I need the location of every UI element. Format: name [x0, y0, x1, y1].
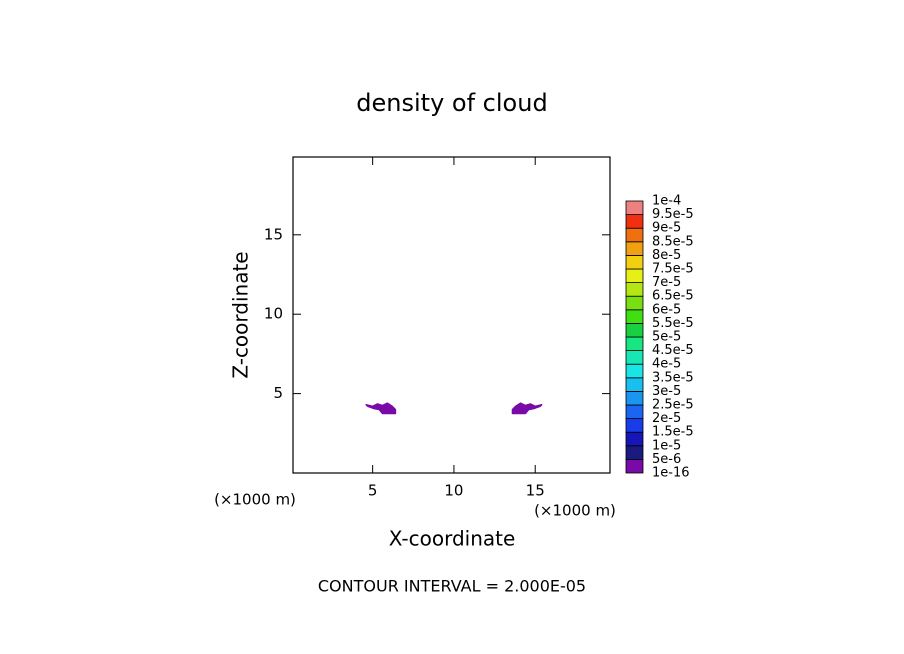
colorbar-box: [625, 282, 644, 297]
colorbar-label: 9.5e-5: [652, 207, 694, 222]
colorbar-box: [625, 227, 644, 243]
colorbar-label: 6.5e-5: [652, 289, 694, 304]
y-axis-label: Z-coordinate: [229, 251, 253, 378]
y-tick-label: 10: [264, 305, 283, 323]
footer: CONTOUR INTERVAL = 2.000E-05: [318, 577, 586, 596]
colorbar-label: 2.5e-5: [652, 398, 694, 413]
colorbar-box: [625, 268, 644, 284]
colorbar-label: 5e-5: [652, 330, 681, 345]
colorbar-label: 5e-6: [652, 452, 681, 467]
colorbar-box: [625, 431, 644, 447]
colorbar-label: 8.5e-5: [652, 234, 694, 249]
colorbar-box: [625, 322, 644, 338]
colorbar-label: 7.5e-5: [652, 262, 694, 277]
x-unit: (×1000 m): [534, 502, 616, 520]
colorbar-label: 1e-4: [652, 194, 681, 209]
colorbar-label: 2e-5: [652, 411, 681, 426]
colorbar-box: [625, 445, 644, 460]
colorbar-box: [625, 458, 644, 474]
colorbar-label: 3.5e-5: [652, 370, 694, 385]
colorbar-label: 1e-16: [652, 466, 690, 481]
x-tick-label: 10: [444, 482, 463, 500]
colorbar-box: [625, 363, 644, 379]
colorbar-box: [625, 241, 644, 256]
colorbar-box: [625, 350, 644, 365]
colorbar-label: 4e-5: [652, 357, 681, 372]
colorbar-label: 4.5e-5: [652, 343, 694, 358]
plot-frame: [292, 156, 611, 474]
colorbar-label: 1e-5: [652, 438, 681, 453]
colorbar-box: [625, 254, 644, 270]
colorbar-box: [625, 377, 644, 392]
colorbar-box: [625, 404, 644, 420]
y-tick-label: 5: [273, 384, 283, 402]
colorbar-box: [625, 418, 644, 433]
colorbar-box: [625, 295, 644, 311]
colorbar-label: 5.5e-5: [652, 316, 694, 331]
colorbar-box: [625, 200, 644, 216]
x-axis-label: X-coordinate: [389, 527, 516, 551]
colorbar-box: [625, 309, 644, 324]
colorbar-box: [625, 214, 644, 229]
y-unit: (×1000 m): [214, 491, 296, 509]
colorbar-label: 1.5e-5: [652, 425, 694, 440]
chart-title: density of cloud: [356, 89, 547, 117]
colorbar-box: [625, 390, 644, 406]
colorbar-label: 3e-5: [652, 384, 681, 399]
x-tick-label: 5: [368, 482, 378, 500]
contour-region: [511, 402, 543, 415]
colorbar-box: [625, 336, 644, 352]
colorbar-label: 9e-5: [652, 221, 681, 236]
contour-region: [365, 402, 397, 415]
x-tick-label: 15: [526, 482, 545, 500]
colorbar-label: 7e-5: [652, 275, 681, 290]
y-tick-label: 15: [264, 225, 283, 243]
colorbar-label: 6e-5: [652, 302, 681, 317]
colorbar-label: 8e-5: [652, 248, 681, 263]
